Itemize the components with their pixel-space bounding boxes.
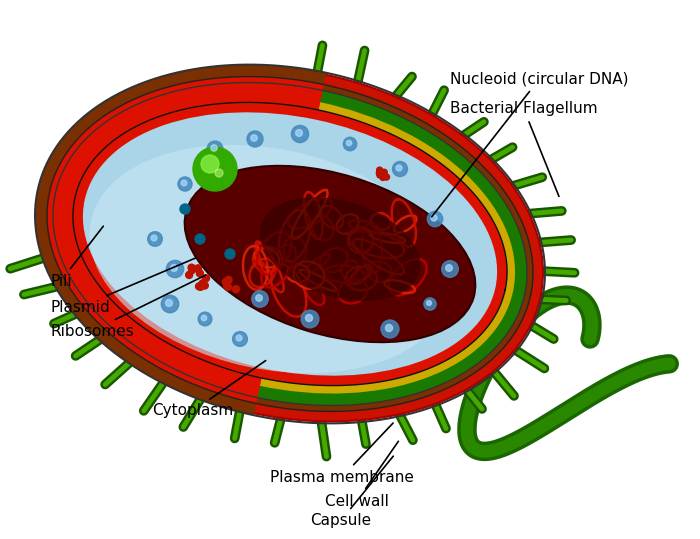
Circle shape xyxy=(256,295,262,301)
Circle shape xyxy=(181,180,187,186)
Circle shape xyxy=(377,170,382,176)
Circle shape xyxy=(199,280,206,287)
Circle shape xyxy=(295,129,302,136)
Circle shape xyxy=(427,211,442,227)
Circle shape xyxy=(189,266,196,273)
Text: Cytoplasm: Cytoplasm xyxy=(152,361,266,418)
Circle shape xyxy=(232,331,247,347)
Circle shape xyxy=(202,315,206,321)
Circle shape xyxy=(197,284,204,291)
Circle shape xyxy=(382,169,387,175)
Circle shape xyxy=(197,270,204,277)
Circle shape xyxy=(305,314,312,322)
Polygon shape xyxy=(35,65,326,415)
Text: Ribosomes: Ribosomes xyxy=(50,275,206,338)
Circle shape xyxy=(377,172,383,178)
Polygon shape xyxy=(35,65,326,415)
Text: Bacterial Flagellum: Bacterial Flagellum xyxy=(450,101,598,196)
Circle shape xyxy=(193,147,237,191)
Circle shape xyxy=(165,300,172,307)
Circle shape xyxy=(225,249,235,259)
Text: Pili: Pili xyxy=(50,226,104,288)
Circle shape xyxy=(151,235,157,241)
Circle shape xyxy=(346,140,351,146)
Circle shape xyxy=(188,264,195,271)
Ellipse shape xyxy=(53,82,527,405)
Circle shape xyxy=(171,265,178,272)
Circle shape xyxy=(148,232,162,246)
Circle shape xyxy=(431,215,437,221)
Circle shape xyxy=(343,137,357,151)
Circle shape xyxy=(424,298,436,310)
Circle shape xyxy=(384,174,389,180)
Circle shape xyxy=(223,279,230,286)
Circle shape xyxy=(251,135,257,141)
Circle shape xyxy=(386,324,393,331)
Circle shape xyxy=(377,167,383,173)
Circle shape xyxy=(201,155,219,173)
Circle shape xyxy=(442,261,458,277)
Circle shape xyxy=(225,277,232,284)
Circle shape xyxy=(178,177,192,191)
Circle shape xyxy=(195,283,202,290)
Circle shape xyxy=(301,310,319,328)
Circle shape xyxy=(381,320,399,338)
Circle shape xyxy=(426,301,431,306)
Circle shape xyxy=(396,165,402,171)
Ellipse shape xyxy=(73,102,507,385)
Ellipse shape xyxy=(53,82,527,405)
Circle shape xyxy=(167,260,183,278)
Circle shape xyxy=(393,162,407,176)
Polygon shape xyxy=(47,77,324,403)
Circle shape xyxy=(446,265,452,271)
Text: Capsule: Capsule xyxy=(310,456,393,529)
Ellipse shape xyxy=(185,166,475,342)
Circle shape xyxy=(225,284,232,291)
Circle shape xyxy=(202,282,209,289)
Circle shape xyxy=(223,282,230,289)
Text: Plasma membrane: Plasma membrane xyxy=(270,423,414,485)
Circle shape xyxy=(198,312,212,326)
Circle shape xyxy=(180,204,190,214)
Ellipse shape xyxy=(83,112,497,376)
Circle shape xyxy=(247,131,263,147)
Circle shape xyxy=(161,295,178,313)
Ellipse shape xyxy=(47,77,533,411)
Circle shape xyxy=(380,175,386,181)
Circle shape xyxy=(215,169,223,177)
Ellipse shape xyxy=(90,145,451,373)
Circle shape xyxy=(252,291,268,307)
Text: Nucleoid (circular DNA): Nucleoid (circular DNA) xyxy=(432,72,629,217)
Circle shape xyxy=(207,141,223,157)
Circle shape xyxy=(211,145,217,151)
Ellipse shape xyxy=(65,94,515,393)
Text: Cell wall: Cell wall xyxy=(325,441,398,508)
Circle shape xyxy=(236,335,242,341)
Ellipse shape xyxy=(260,197,420,301)
Circle shape xyxy=(202,275,209,282)
Circle shape xyxy=(195,234,205,244)
Circle shape xyxy=(291,126,309,143)
Ellipse shape xyxy=(37,67,543,421)
Circle shape xyxy=(186,272,192,279)
Text: Plasmid: Plasmid xyxy=(50,258,195,314)
Circle shape xyxy=(232,286,239,293)
Circle shape xyxy=(195,265,202,272)
